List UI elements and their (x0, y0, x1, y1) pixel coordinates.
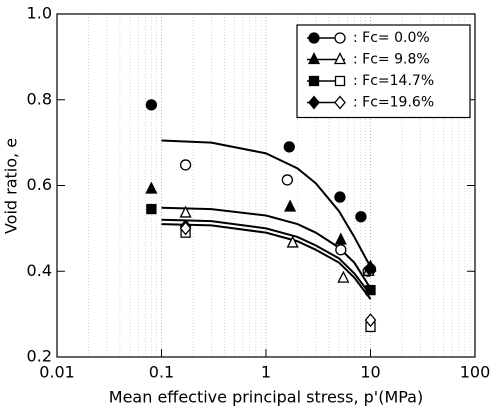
fit-curve (161, 223, 372, 300)
marker (145, 99, 158, 111)
marker (334, 32, 346, 44)
marker (364, 313, 377, 328)
y-tick-label: 1.0 (27, 4, 52, 23)
y-axis-label: Void ratio, e (2, 138, 21, 234)
y-tick-label: 0.2 (27, 347, 52, 366)
marker (335, 244, 347, 256)
marker (334, 232, 347, 245)
marker (179, 205, 192, 218)
marker (308, 32, 320, 44)
x-tick-label: 0.1 (149, 363, 174, 382)
marker (333, 52, 347, 65)
y-tick-label: 0.8 (27, 89, 52, 108)
legend-label: : Fc= 9.8% (353, 52, 430, 68)
fit-curve (161, 139, 372, 268)
marker (284, 199, 297, 212)
legend-label: : Fc=19.6% (353, 95, 434, 111)
x-tick-label: 10 (360, 363, 380, 382)
x-tick-label: 100 (460, 363, 491, 382)
marker (363, 262, 376, 277)
x-tick-label: 0.01 (39, 363, 75, 382)
marker (281, 174, 293, 186)
marker (334, 75, 346, 87)
plot-frame (56, 13, 476, 358)
fit-curve (161, 218, 372, 296)
marker (355, 211, 367, 223)
marker (286, 235, 299, 248)
marker (334, 191, 346, 203)
marker (337, 270, 350, 283)
legend-label: : Fc= 0.0% (353, 30, 430, 46)
marker (308, 95, 320, 110)
y-tick-label: 0.4 (27, 261, 52, 280)
marker (365, 284, 376, 296)
marker (179, 221, 192, 236)
marker (308, 75, 320, 87)
x-axis-label: Mean effective principal stress, p'(MPa) (109, 388, 423, 407)
marker (307, 52, 321, 65)
marker (334, 95, 346, 110)
marker (146, 203, 157, 215)
marker (145, 181, 158, 194)
x-tick-label: 1 (261, 363, 271, 382)
marker (283, 141, 295, 153)
marker (179, 159, 192, 171)
y-tick-label: 0.6 (27, 175, 52, 194)
fit-curve (161, 206, 372, 289)
legend-label: : Fc=14.7% (353, 73, 434, 89)
